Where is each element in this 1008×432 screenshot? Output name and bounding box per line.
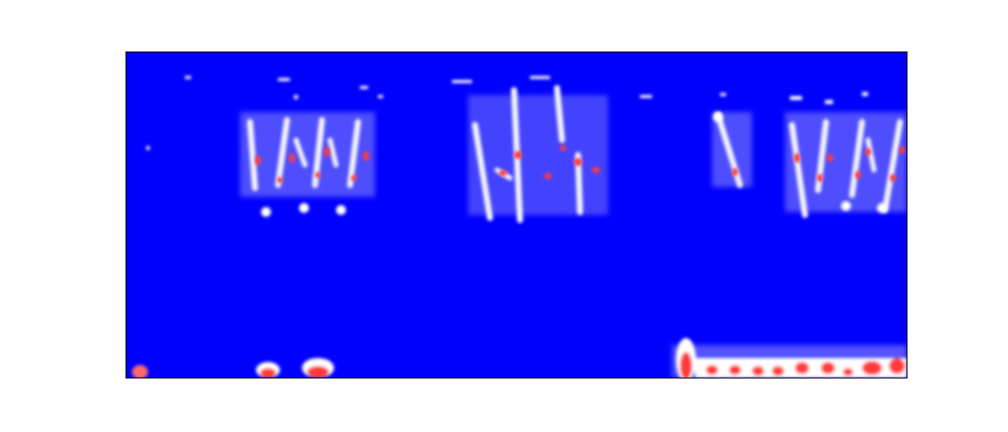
low-band (132, 338, 907, 378)
dots (146, 76, 887, 217)
spectrogram-features (132, 76, 907, 378)
cores (255, 145, 905, 183)
streaks (247, 85, 903, 223)
plot-frame (125, 51, 908, 379)
